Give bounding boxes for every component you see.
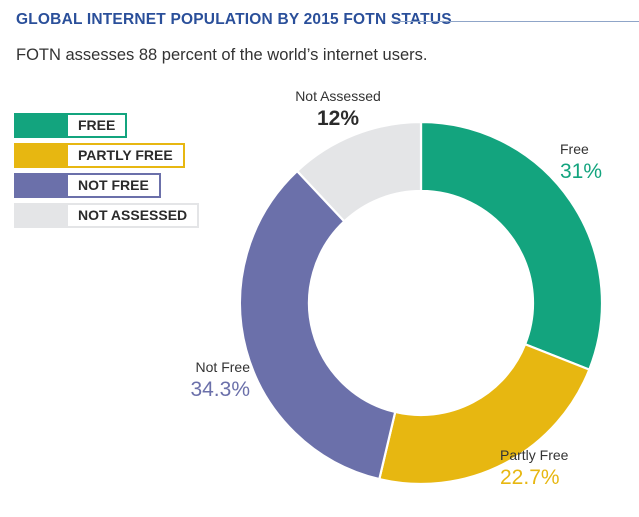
slice-name-partly-free: Partly Free — [500, 447, 569, 463]
legend-swatch-partly-free — [14, 143, 68, 168]
slice-name-not-assessed: Not Assessed — [295, 88, 381, 104]
slice-partly-free — [378, 343, 591, 486]
chart-title: GLOBAL INTERNET POPULATION BY 2015 FOTN … — [16, 11, 452, 28]
slice-free — [419, 120, 604, 371]
legend-swatch-not-free — [14, 173, 68, 198]
legend-label-not-free: NOT FREE — [68, 173, 161, 198]
slice-value-not-assessed: 12% — [317, 107, 359, 130]
slice-name-free: Free — [560, 141, 589, 157]
legend-item-partly-free: PARTLY FREE — [14, 143, 204, 168]
slice-value-free: 31% — [560, 160, 602, 183]
legend-label-partly-free: PARTLY FREE — [68, 143, 185, 168]
slice-not-assessed — [295, 120, 423, 223]
legend-swatch-free — [14, 113, 68, 138]
legend-label-not-assessed: NOT ASSESSED — [68, 203, 200, 228]
legend-item-not-free: NOT FREE — [14, 173, 204, 198]
legend: FREE PARTLY FREE NOT FREE NOT ASSESSED — [14, 113, 204, 233]
legend-item-free: FREE — [14, 113, 204, 138]
legend-label-free: FREE — [68, 113, 128, 138]
chart-subtitle: FOTN assesses 88 percent of the world’s … — [16, 46, 428, 64]
legend-swatch-not-assessed — [14, 203, 68, 228]
legend-item-not-assessed: NOT ASSESSED — [14, 203, 204, 228]
title-rule — [391, 21, 639, 22]
slice-name-not-free: Not Free — [196, 359, 251, 375]
slice-not-free — [238, 169, 397, 481]
slice-value-partly-free: 22.7% — [500, 466, 560, 489]
slice-value-not-free: 34.3% — [190, 378, 250, 401]
